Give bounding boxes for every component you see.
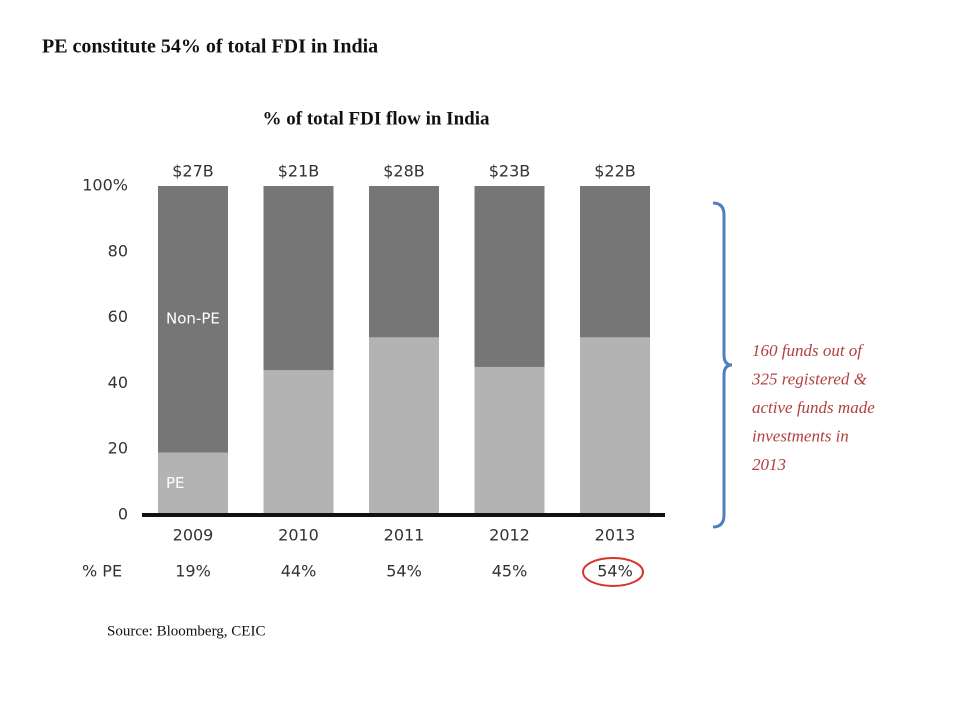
total-label: $21B	[278, 162, 320, 181]
total-label: $28B	[383, 162, 425, 181]
pe-percent-label: 54%	[386, 562, 422, 581]
x-tick-label: 2011	[384, 526, 425, 545]
row-label: % PE	[82, 562, 122, 581]
annotation-line: investments in	[752, 426, 849, 445]
pe-percent-label: 45%	[492, 562, 528, 581]
annotation-line: active funds made	[752, 398, 875, 417]
y-tick-label: 100%	[82, 176, 128, 195]
annotation-line: 2013	[752, 455, 786, 474]
bar-segment	[474, 366, 545, 515]
chart-title: % of total FDI flow in India	[263, 108, 490, 129]
segment-label: PE	[166, 474, 185, 492]
y-tick-label: 60	[108, 307, 128, 326]
total-label: $27B	[172, 162, 214, 181]
slide-title: PE constitute 54% of total FDI in India	[42, 36, 378, 58]
source: Source: Bloomberg, CEIC	[107, 623, 265, 639]
y-tick-label: 0	[118, 505, 128, 524]
y-tick-label: 40	[108, 373, 128, 392]
x-tick-label: 2010	[278, 526, 319, 545]
total-label: $23B	[489, 162, 531, 181]
pe-percent-label: 54%	[597, 562, 633, 581]
x-tick-label: 2009	[173, 526, 214, 545]
y-tick-label: 20	[108, 439, 128, 458]
segment-label: Non-PE	[166, 310, 220, 328]
bar-segment	[474, 186, 545, 367]
bar-segment	[263, 370, 334, 515]
bar-segment	[369, 186, 439, 338]
annotation-line: 325 registered &	[751, 369, 868, 388]
bar-segment	[580, 337, 650, 515]
x-tick-label: 2012	[489, 526, 530, 545]
bar-segment	[369, 337, 439, 515]
pe-percent-label: 44%	[281, 562, 317, 581]
bar-segment	[580, 186, 650, 338]
annotation: 160 funds out of 325 registered & active f…	[751, 341, 875, 474]
bar-segment	[158, 186, 228, 453]
x-tick-label: 2013	[595, 526, 636, 545]
y-tick-label: 80	[108, 241, 128, 260]
bracket	[712, 201, 733, 529]
pe-percent-label: 19%	[175, 562, 211, 581]
total-label: $22B	[594, 162, 636, 181]
bar-segment	[158, 452, 228, 515]
annotation-line: 160 funds out of	[752, 341, 864, 360]
highlight-circle	[582, 557, 644, 587]
bar-segment	[263, 186, 334, 371]
